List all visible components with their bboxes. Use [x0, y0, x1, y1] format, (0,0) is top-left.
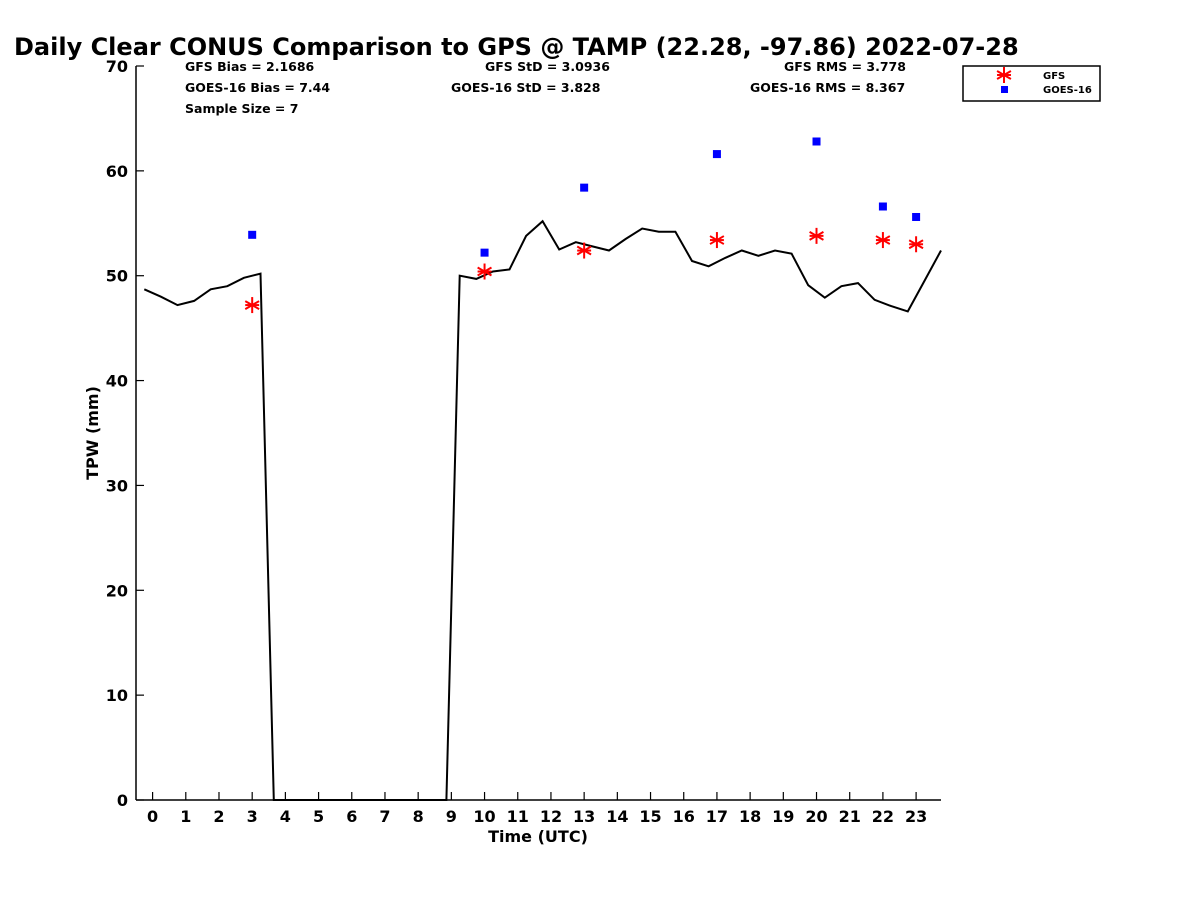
marker-series — [244, 137, 924, 314]
goes16-point — [248, 230, 257, 239]
gfs-point — [875, 232, 891, 249]
stat-goes-std: GOES-16 StD = 3.828 — [451, 80, 600, 95]
goes16-point — [712, 150, 721, 159]
y-tick-label: 30 — [106, 476, 128, 495]
stats-panel: GFS Bias = 2.1686 GOES-16 Bias = 7.44 Sa… — [185, 59, 906, 116]
gfs-point — [576, 242, 592, 259]
legend-box — [962, 65, 1101, 102]
stat-goes-bias: GOES-16 Bias = 7.44 — [185, 80, 330, 95]
goes16-point — [812, 137, 821, 146]
x-tick-label: 15 — [639, 807, 661, 826]
stat-goes-rms: GOES-16 RMS = 8.367 — [750, 80, 905, 95]
x-tick-label: 23 — [905, 807, 927, 826]
y-axis-ticks: 0 10 20 30 40 50 60 70 — [106, 57, 144, 810]
legend: GFS GOES-16 — [962, 65, 1101, 102]
stat-gfs-std: GFS StD = 3.0936 — [485, 59, 610, 74]
x-tick-label: 0 — [147, 807, 158, 826]
gps-line — [143, 219, 942, 801]
y-tick-label: 60 — [106, 162, 128, 181]
stat-gfs-bias: GFS Bias = 2.1686 — [185, 59, 315, 74]
stat-gfs-rms: GFS RMS = 3.778 — [784, 59, 906, 74]
gfs-point — [908, 236, 924, 253]
x-axis-label: Time (UTC) — [488, 827, 588, 846]
goes16-point — [912, 212, 921, 221]
y-tick-label: 20 — [106, 581, 128, 600]
x-tick-label: 10 — [473, 807, 495, 826]
x-tick-label: 16 — [673, 807, 695, 826]
x-tick-label: 6 — [346, 807, 357, 826]
y-axis-label: TPW (mm) — [83, 386, 102, 480]
x-tick-label: 11 — [507, 807, 529, 826]
y-tick-label: 70 — [106, 57, 128, 76]
goes16-point — [878, 202, 887, 211]
gfs-point — [244, 297, 260, 314]
x-tick-label: 14 — [606, 807, 628, 826]
x-tick-label: 1 — [180, 807, 191, 826]
plot-axes — [135, 66, 941, 801]
x-axis-ticks: 0 1 2 3 4 5 6 7 8 9 10 11 12 13 14 15 16 17 18 19 20 21 22 23 — [147, 792, 927, 826]
x-tick-label: 21 — [839, 807, 861, 826]
legend-goes-label: GOES-16 — [1043, 85, 1092, 96]
x-tick-label: 12 — [540, 807, 562, 826]
y-tick-label: 40 — [106, 372, 128, 391]
x-tick-label: 8 — [413, 807, 424, 826]
x-tick-label: 17 — [706, 807, 728, 826]
y-tick-label: 10 — [106, 686, 128, 705]
y-tick-label: 50 — [106, 267, 128, 286]
gfs-point — [809, 227, 824, 244]
legend-gfs-marker — [996, 67, 1012, 83]
chart-title: Daily Clear CONUS Comparison to GPS @ TA… — [14, 33, 1019, 61]
x-tick-label: 9 — [446, 807, 457, 826]
x-tick-label: 7 — [379, 807, 390, 826]
legend-gfs-label: GFS — [1043, 71, 1065, 82]
x-tick-label: 19 — [772, 807, 794, 826]
legend-gfs-asterisk — [996, 67, 1012, 83]
x-tick-label: 4 — [280, 807, 291, 826]
x-tick-label: 2 — [213, 807, 224, 826]
x-tick-label: 13 — [573, 807, 595, 826]
x-tick-label: 22 — [872, 807, 894, 826]
x-tick-label: 18 — [739, 807, 761, 826]
goes16-point — [480, 248, 489, 257]
stat-sample-size: Sample Size = 7 — [185, 101, 298, 116]
y-tick-label: 0 — [117, 791, 128, 810]
gfs-point — [477, 263, 492, 280]
goes16-point — [580, 183, 589, 192]
x-tick-label: 5 — [313, 807, 324, 826]
gfs-point — [709, 232, 725, 249]
gps-series — [143, 219, 942, 801]
x-tick-label: 3 — [247, 807, 258, 826]
x-tick-label: 20 — [805, 807, 827, 826]
legend-goes-marker — [1001, 86, 1008, 93]
